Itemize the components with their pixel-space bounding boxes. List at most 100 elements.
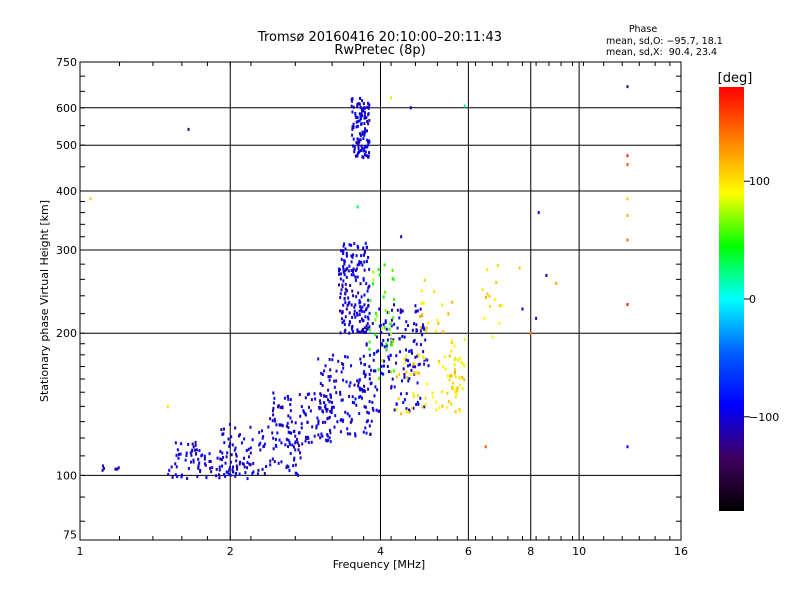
data-point <box>346 355 349 359</box>
data-point <box>363 250 366 254</box>
data-point <box>344 315 347 319</box>
data-point <box>230 453 233 457</box>
data-point <box>446 405 449 409</box>
data-point <box>424 403 427 407</box>
data-point <box>357 142 360 146</box>
data-point <box>354 303 357 307</box>
data-point <box>348 300 351 304</box>
data-point <box>334 414 337 418</box>
data-point <box>498 321 501 325</box>
data-point <box>350 260 353 264</box>
data-point <box>368 424 371 428</box>
data-point <box>421 323 424 327</box>
data-point <box>431 395 434 399</box>
data-point <box>331 358 334 362</box>
data-point <box>384 290 387 294</box>
data-point <box>354 112 357 116</box>
data-point <box>320 371 323 375</box>
data-point <box>409 106 412 110</box>
data-point <box>343 319 346 323</box>
data-point <box>415 403 418 407</box>
data-point <box>307 436 310 440</box>
x-axis: Frequency [MHz] 1 2 4 6 8 10 16 <box>77 545 689 571</box>
data-point <box>300 426 303 430</box>
data-point <box>363 330 366 334</box>
data-point <box>361 132 364 136</box>
data-point <box>271 419 274 423</box>
data-point <box>318 406 321 410</box>
data-point <box>362 253 365 257</box>
data-point <box>412 362 415 366</box>
data-point <box>448 354 451 358</box>
data-point <box>352 294 355 298</box>
data-point <box>366 289 369 293</box>
data-point <box>197 465 200 469</box>
data-point <box>309 409 312 413</box>
data-point <box>391 377 394 381</box>
data-point <box>413 322 416 326</box>
data-point <box>390 318 393 322</box>
data-point <box>272 447 275 451</box>
data-point <box>518 266 521 270</box>
data-point <box>222 455 225 459</box>
data-point <box>330 411 333 415</box>
data-point <box>341 285 344 289</box>
data-point <box>358 119 361 123</box>
data-point <box>380 330 383 334</box>
data-point <box>368 325 371 329</box>
data-point <box>200 454 203 458</box>
data-point <box>231 443 234 447</box>
data-point <box>350 417 353 421</box>
data-point <box>419 325 422 329</box>
data-point <box>343 273 346 277</box>
data-point <box>361 263 364 267</box>
data-point <box>368 284 371 288</box>
data-point <box>395 408 398 412</box>
data-point <box>415 371 418 375</box>
data-point <box>357 101 360 105</box>
data-point <box>262 445 265 449</box>
data-point <box>284 443 287 447</box>
data-point <box>447 312 450 316</box>
data-point <box>403 361 406 365</box>
data-point <box>342 267 345 271</box>
data-point <box>380 371 383 375</box>
data-point <box>252 461 255 465</box>
data-point <box>336 420 339 424</box>
data-point <box>280 441 283 445</box>
data-point <box>314 397 317 401</box>
data-point <box>349 320 352 324</box>
data-point <box>427 321 430 325</box>
data-point <box>419 396 422 400</box>
data-point <box>344 282 347 286</box>
data-point <box>224 461 227 465</box>
x-tick-label: 6 <box>465 545 472 558</box>
data-point <box>382 322 385 326</box>
data-point <box>354 397 357 401</box>
data-point <box>211 466 214 470</box>
data-point <box>345 275 348 279</box>
data-point <box>437 360 440 364</box>
data-point <box>350 243 353 247</box>
data-point <box>350 104 353 108</box>
data-point <box>180 475 183 479</box>
data-point <box>364 127 367 131</box>
data-point <box>363 389 366 393</box>
data-point <box>416 354 419 358</box>
data-point <box>232 470 235 474</box>
data-point <box>341 362 344 366</box>
data-point <box>337 283 340 287</box>
data-point <box>383 359 386 363</box>
data-point <box>228 422 231 426</box>
data-point <box>216 456 219 460</box>
data-point <box>450 402 453 406</box>
data-point <box>368 340 371 344</box>
data-point <box>545 273 548 277</box>
data-point <box>360 117 363 121</box>
data-point <box>192 445 195 449</box>
data-point <box>360 112 363 116</box>
data-point <box>423 327 426 331</box>
data-point <box>411 328 414 332</box>
data-point <box>294 448 297 452</box>
data-point <box>399 310 402 314</box>
